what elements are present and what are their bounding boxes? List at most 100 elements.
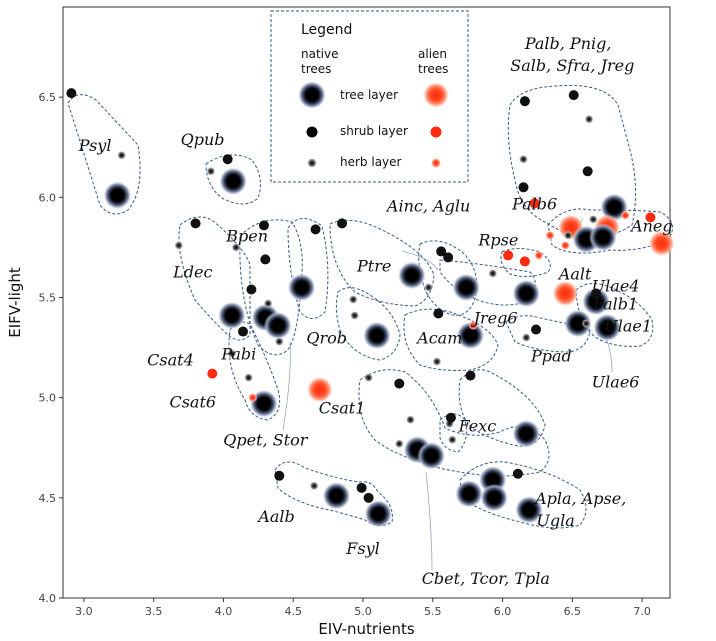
x-tick-label: 6.0 (494, 605, 512, 618)
point-herb-native (432, 357, 442, 367)
group-label: Csat1 (319, 399, 366, 418)
legend-header-line: trees (301, 62, 331, 76)
point-herb-native (563, 230, 573, 240)
x-tick-label: 3.0 (75, 605, 93, 618)
point-shrub-alien (503, 250, 514, 261)
cluster-outline (403, 308, 499, 371)
point-herb-native (405, 415, 415, 425)
point-shrub-alien (207, 368, 218, 379)
legend-marker-herb-alien (431, 158, 441, 168)
plot-frame (62, 6, 671, 599)
group-label: Ulae4 (592, 276, 640, 295)
legend-marker-tree-alien (423, 82, 449, 108)
point-herb-alien (248, 393, 258, 403)
point-tree-native (582, 287, 611, 316)
legend: Legend native trees alien trees tree layer… (270, 10, 469, 183)
group-label: Ulae1 (604, 317, 652, 336)
group-label: Bpen (225, 226, 268, 245)
legend-header-line: native (301, 47, 338, 61)
point-herb-native (206, 166, 216, 176)
point-tree-alien (306, 376, 333, 403)
point-herb-native (518, 154, 528, 164)
point-shrub-native (433, 308, 444, 319)
point-herb-native (581, 319, 591, 329)
data-points (66, 88, 675, 528)
group-label: Fsyl (345, 539, 379, 558)
point-shrub-native (363, 492, 374, 503)
legend-row-tree: tree layer (340, 88, 398, 102)
point-shrub-alien (519, 256, 530, 267)
point-tree-native (287, 273, 316, 302)
point-shrub-native (512, 468, 523, 479)
point-herb-native (274, 337, 284, 347)
point-tree-native (219, 167, 248, 196)
cluster-outline (358, 369, 550, 477)
y-tick-label: 6.5 (39, 91, 57, 104)
point-tree-native (362, 321, 391, 350)
point-tree-native (397, 261, 426, 290)
cluster-outline (274, 461, 393, 526)
point-herb-native (424, 282, 434, 292)
point-tree-native (322, 481, 351, 510)
point-tree-alien (648, 230, 675, 257)
legend-header-line: alien (418, 47, 447, 61)
point-tree-native (563, 309, 592, 338)
group-label: Aalt (557, 264, 592, 283)
point-tree-native (480, 483, 509, 512)
x-tick-label: 7.0 (633, 605, 651, 618)
point-shrub-alien (645, 212, 656, 223)
group-label: Apla, Apse, (533, 489, 626, 508)
cluster-outline (418, 240, 478, 316)
cluster-outline (228, 321, 281, 421)
group-label: Palb, Pnig, (524, 34, 612, 53)
y-axis-title: EIFV-light (6, 267, 24, 338)
point-tree-native (512, 419, 541, 448)
point-shrub-native (591, 288, 602, 299)
point-shrub-native (190, 218, 201, 229)
x-tick-label: 4.0 (215, 605, 233, 618)
group-label: Ulae6 (592, 373, 640, 392)
point-tree-native (515, 495, 544, 524)
point-herb-alien (534, 250, 544, 260)
cluster-outline (67, 94, 141, 215)
y-tick-label: 4.0 (39, 592, 57, 605)
point-tree-native (593, 313, 622, 342)
legend-row-herb: herb layer (340, 155, 402, 169)
y-tick-label: 4.5 (39, 492, 57, 505)
point-shrub-native (436, 246, 447, 257)
point-herb-native (227, 349, 237, 359)
point-tree-alien (552, 280, 579, 307)
point-shrub-native (443, 252, 454, 263)
point-herb-native (521, 333, 531, 343)
point-herb-native (447, 435, 457, 445)
group-label: Ldec (172, 262, 212, 281)
group-label: Psyl (78, 136, 112, 155)
point-shrub-native (582, 166, 593, 177)
point-herb-alien (468, 321, 478, 331)
point-shrub-native (310, 224, 321, 235)
point-tree-native (455, 479, 484, 508)
group-label: Jreg6 (471, 309, 518, 328)
point-labels: Psyl Qpub Bpen Ldec Pabi Csat4 Csat6 Qpet, Stor… (78, 34, 673, 588)
point-tree-native (456, 321, 485, 350)
group-label: Ugla (536, 511, 574, 530)
group-label: Palb1 (592, 295, 638, 314)
leader-line (401, 250, 439, 271)
point-herb-native (263, 299, 273, 309)
axes: 3.0 3.5 4.0 4.5 5.0 5.5 6.0 6.5 7.0 4.0 4.5 5.0 5.5 6… (6, 6, 671, 638)
cluster-outline (287, 218, 329, 319)
point-herb-native (174, 240, 184, 250)
point-tree-native (589, 223, 618, 252)
point-herb-native (309, 481, 319, 491)
cluster-outline (459, 461, 587, 529)
point-shrub-native (238, 326, 249, 337)
point-shrub-native (531, 324, 542, 335)
point-herb-native (117, 150, 127, 160)
point-tree-native (364, 499, 393, 528)
legend-header-line: trees (418, 62, 448, 76)
group-label: Csat4 (147, 351, 194, 370)
group-label: Qpet, Stor (223, 431, 308, 450)
point-shrub-native (260, 254, 271, 265)
legend-marker-shrub-alien (430, 126, 442, 138)
